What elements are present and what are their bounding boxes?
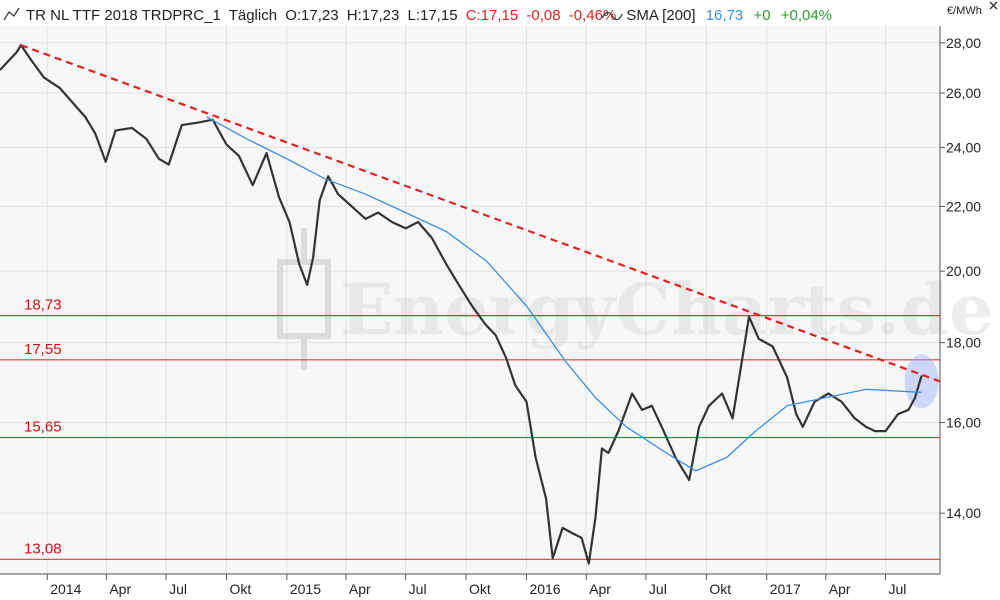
header-high: H:17,23 <box>347 7 400 24</box>
x-tick-label: 2015 <box>290 581 321 597</box>
y-tick-label: 14,00 <box>946 505 981 521</box>
x-axis-ticks: 2014 Apr Jul Okt 2015 Apr Jul Okt 2016 Apr Jul Okt 2… <box>46 574 907 597</box>
x-tick-label: 2014 <box>50 581 81 597</box>
sma-series-icon <box>601 11 623 21</box>
x-tick-label: Okt <box>709 581 731 597</box>
plot-area <box>0 26 940 574</box>
header-sma-value: 16,73 <box>706 7 744 24</box>
header-instrument: TR NL TTF 2018 TRDPRC_1 <box>26 7 221 24</box>
header-close: C:17,15 <box>466 7 519 24</box>
sma-line <box>206 116 922 472</box>
header-change: -0,08 <box>526 7 560 24</box>
series <box>0 44 941 565</box>
x-tick-label: Jul <box>889 581 907 597</box>
y-axis-unit: €/MWh <box>947 5 982 17</box>
y-axis-ticks: 14,00 16,00 18,00 20,00 22,00 24,00 26,00 28,00 <box>940 35 981 521</box>
header-open: O:17,23 <box>285 7 338 24</box>
y-tick-label: 16,00 <box>946 415 981 431</box>
svg-text:TR NL TTF 2018 TRDPRC_1: TR NL TTF 2018 TRDPRC_1 Täglich O:17,23 … <box>26 7 616 24</box>
horizontal-line-label: 15,65 <box>24 419 62 436</box>
grid <box>0 26 940 574</box>
header: TR NL TTF 2018 TRDPRC_1 Täglich O:17,23 … <box>3 1 998 24</box>
highlight-marker <box>904 354 939 409</box>
y-tick-label: 28,00 <box>946 35 981 51</box>
x-tick-label: Apr <box>349 581 371 597</box>
close-x-icon[interactable] <box>989 1 998 10</box>
y-tick-label: 26,00 <box>946 85 981 101</box>
header-sma-label: SMA [200] <box>626 7 695 24</box>
header-low: L:17,15 <box>407 7 457 24</box>
y-tick-label: 20,00 <box>946 263 981 279</box>
horizontal-line-label: 18,73 <box>24 297 62 314</box>
horizontal-line-label: 13,08 <box>24 540 62 557</box>
x-tick-label: Apr <box>829 581 851 597</box>
x-tick-label: Apr <box>589 581 611 597</box>
x-tick-label: Jul <box>169 581 187 597</box>
x-tick-label: 2016 <box>529 581 560 597</box>
x-tick-label: 2017 <box>770 581 801 597</box>
line-series-icon <box>3 7 20 21</box>
y-tick-label: 18,00 <box>946 335 981 351</box>
header-change-pct: -0,46% <box>569 7 617 24</box>
x-tick-label: Okt <box>229 581 251 597</box>
x-tick-label: Apr <box>109 581 131 597</box>
y-tick-label: 24,00 <box>946 139 981 155</box>
price-line <box>0 44 923 565</box>
horizontal-line-label: 17,55 <box>24 341 62 358</box>
header-sma-change-pct: +0,04% <box>781 7 832 24</box>
svg-text:SMA [200] 16,73 +0: SMA [200] 16,73 +0 +0,04% <box>626 7 832 24</box>
x-tick-label: Jul <box>649 581 667 597</box>
header-sma-change: +0 <box>753 7 770 24</box>
x-tick-label: Okt <box>469 581 491 597</box>
x-tick-label: Jul <box>409 581 427 597</box>
header-period: Täglich <box>229 7 277 24</box>
horizontal-lines: 18,73 17,55 15,65 13,08 <box>0 297 940 560</box>
y-tick-label: 22,00 <box>946 198 981 214</box>
